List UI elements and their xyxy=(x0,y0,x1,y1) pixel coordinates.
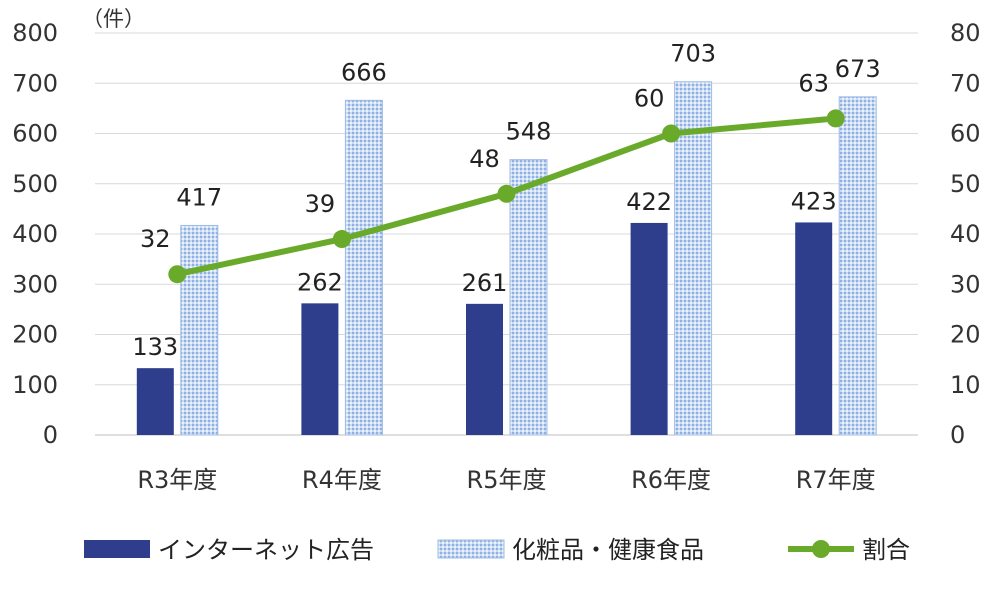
x-tick-category: R3年度 xyxy=(137,466,217,494)
y-axis-left: 0 100 200 300 400 500 600 700 800 xyxy=(12,19,58,449)
legend-swatch-internet-ad xyxy=(84,540,150,558)
point-ratio xyxy=(662,124,681,143)
x-tick-category: R4年度 xyxy=(302,466,382,494)
data-label-ratio: 39 xyxy=(305,190,336,218)
legend-marker-ratio xyxy=(812,540,830,558)
bar-cosmetics-health xyxy=(509,159,548,436)
y-tick-left: 200 xyxy=(12,321,58,349)
bar-cosmetics-health xyxy=(838,96,877,436)
bar-internet-ad xyxy=(795,222,833,435)
y-tick-left: 100 xyxy=(12,371,58,399)
y-axis-unit-label: （件） xyxy=(82,7,145,31)
line-series xyxy=(168,109,845,284)
legend-label-ratio: 割合 xyxy=(862,536,910,564)
y-tick-right: 0 xyxy=(950,421,965,449)
bar-cosmetics-health xyxy=(344,99,383,436)
bar-internet-ad xyxy=(466,303,503,435)
data-label-internet-ad: 422 xyxy=(626,188,672,216)
data-label-internet-ad: 261 xyxy=(462,269,508,297)
point-ratio xyxy=(497,184,516,203)
x-axis-categories: R3年度 R4年度 R5年度 R6年度 R7年度 xyxy=(137,466,875,494)
data-label-cosmetics-health: 703 xyxy=(670,40,716,68)
legend-swatch-cosmetics-health xyxy=(437,539,505,559)
y-tick-right: 80 xyxy=(950,19,981,47)
point-ratio xyxy=(168,265,187,284)
data-label-ratio: 32 xyxy=(140,225,171,253)
y-tick-left: 400 xyxy=(12,220,58,248)
y-tick-left: 0 xyxy=(43,421,58,449)
y-tick-left: 800 xyxy=(12,19,58,47)
legend-label-internet-ad: インターネット広告 xyxy=(158,536,374,564)
data-label-cosmetics-health: 548 xyxy=(506,118,552,146)
data-label-ratio: 48 xyxy=(469,145,500,173)
bar-cosmetics-health xyxy=(180,224,219,436)
x-tick-category: R7年度 xyxy=(796,466,876,494)
legend: インターネット広告 化粧品・健康食品 割合 xyxy=(84,536,910,564)
data-label-internet-ad: 262 xyxy=(297,268,343,296)
y-tick-left: 500 xyxy=(12,170,58,198)
bar-internet-ad xyxy=(301,303,339,435)
bar-internet-ad xyxy=(136,368,174,435)
data-label-internet-ad: 133 xyxy=(132,333,178,361)
y-tick-left: 300 xyxy=(12,270,58,298)
point-ratio xyxy=(332,230,351,249)
data-label-internet-ad: 423 xyxy=(791,187,837,215)
y-tick-right: 60 xyxy=(950,120,981,148)
point-ratio xyxy=(826,109,845,128)
data-label-cosmetics-health: 666 xyxy=(341,58,387,86)
y-tick-right: 50 xyxy=(950,170,981,198)
data-labels: 133 417 262 666 261 548 422 703 423 673 32 39 48 60 63 xyxy=(132,40,880,361)
bar-internet-ad xyxy=(630,222,668,435)
x-tick-category: R6年度 xyxy=(631,466,711,494)
bar-series xyxy=(136,81,877,436)
data-label-cosmetics-health: 673 xyxy=(835,55,881,83)
y-tick-right: 30 xyxy=(950,270,981,298)
gridlines xyxy=(95,32,918,436)
legend-label-cosmetics-health: 化粧品・健康食品 xyxy=(512,536,704,564)
data-label-ratio: 63 xyxy=(798,69,829,97)
y-tick-left: 600 xyxy=(12,120,58,148)
bar-cosmetics-health xyxy=(674,81,713,436)
y-axis-right: 0 10 20 30 40 50 60 70 80 xyxy=(950,19,981,449)
y-tick-right: 40 xyxy=(950,220,981,248)
y-tick-left: 700 xyxy=(12,69,58,97)
y-tick-right: 70 xyxy=(950,69,981,97)
data-label-cosmetics-health: 417 xyxy=(176,183,222,211)
x-tick-category: R5年度 xyxy=(467,466,547,494)
y-tick-right: 20 xyxy=(950,321,981,349)
y-tick-right: 10 xyxy=(950,371,981,399)
data-label-ratio: 60 xyxy=(634,85,665,113)
